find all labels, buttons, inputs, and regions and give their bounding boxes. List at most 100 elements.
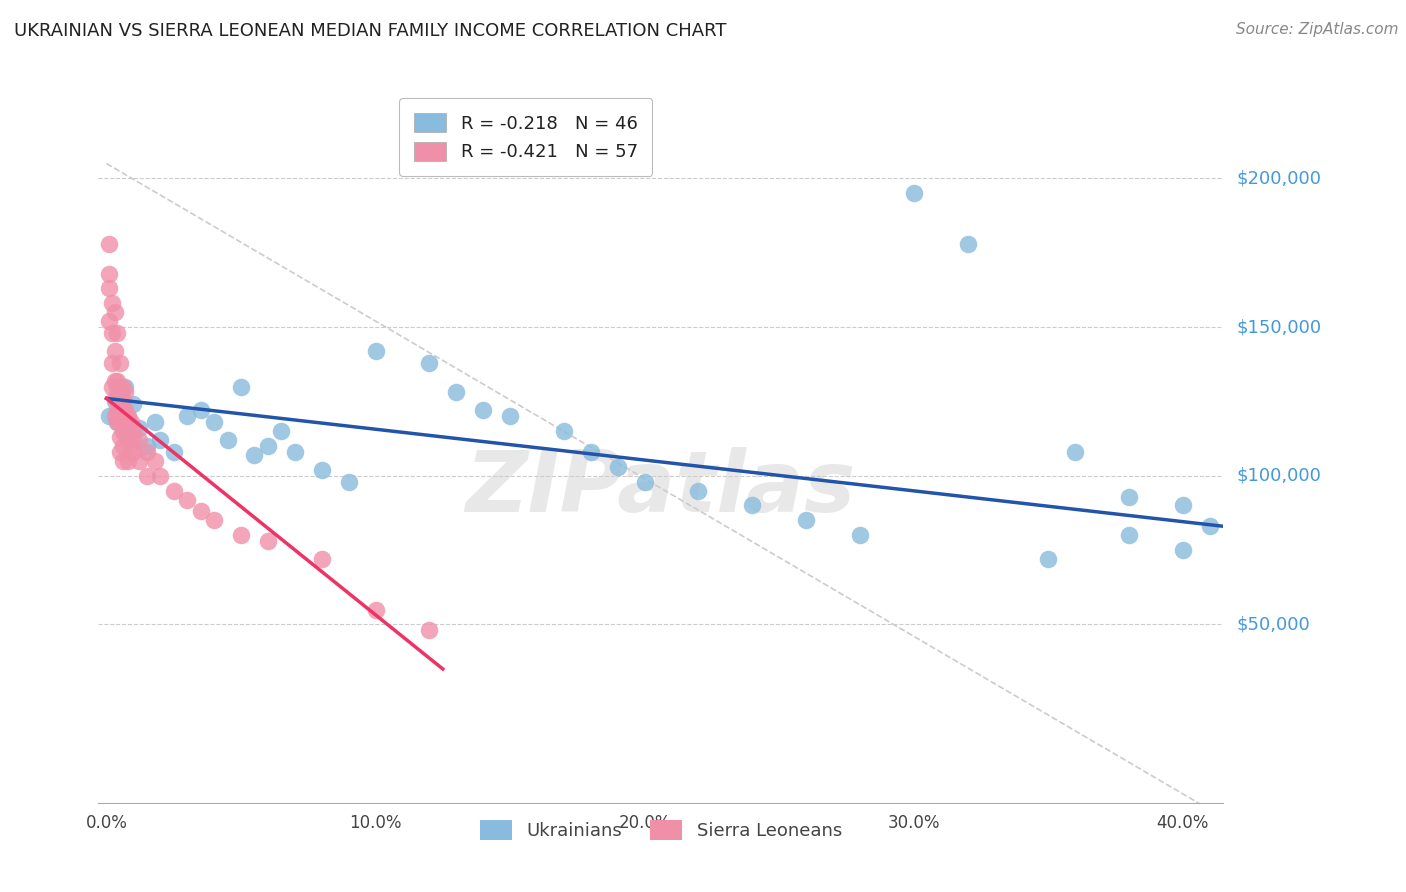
Point	[190, 504, 212, 518]
Point	[105, 326, 128, 340]
Point	[101, 326, 124, 340]
Point	[149, 468, 172, 483]
Point	[108, 388, 131, 402]
Point	[98, 314, 121, 328]
Point	[257, 534, 280, 549]
Point	[1118, 528, 1140, 542]
Point	[105, 374, 128, 388]
Point	[108, 430, 131, 444]
Point	[229, 528, 252, 542]
Point	[794, 513, 817, 527]
Point	[101, 296, 124, 310]
Point	[149, 433, 172, 447]
Point	[243, 448, 266, 462]
Point	[111, 401, 134, 415]
Point	[472, 403, 495, 417]
Point	[1171, 499, 1194, 513]
Point	[143, 415, 166, 429]
Point	[143, 454, 166, 468]
Point	[135, 468, 157, 483]
Point	[103, 343, 125, 358]
Point	[117, 433, 139, 447]
Point	[741, 499, 763, 513]
Point	[122, 430, 145, 444]
Point	[114, 403, 136, 417]
Point	[122, 397, 145, 411]
Text: Source: ZipAtlas.com: Source: ZipAtlas.com	[1236, 22, 1399, 37]
Point	[108, 415, 131, 429]
Point	[114, 424, 136, 438]
Point	[98, 409, 121, 424]
Point	[446, 385, 468, 400]
Point	[1198, 519, 1220, 533]
Point	[217, 433, 239, 447]
Point	[108, 356, 131, 370]
Point	[190, 403, 212, 417]
Point	[634, 475, 657, 489]
Point	[202, 513, 225, 527]
Point	[606, 459, 628, 474]
Point	[1038, 552, 1060, 566]
Point	[101, 379, 124, 393]
Point	[128, 454, 150, 468]
Point	[257, 439, 280, 453]
Point	[553, 424, 575, 438]
Point	[311, 463, 333, 477]
Point	[111, 439, 134, 453]
Text: ZIPatlas: ZIPatlas	[465, 447, 856, 531]
Point	[108, 385, 131, 400]
Point	[105, 415, 128, 429]
Point	[418, 356, 440, 370]
Point	[163, 445, 186, 459]
Point	[1118, 490, 1140, 504]
Point	[163, 483, 186, 498]
Point	[111, 454, 134, 468]
Point	[120, 415, 142, 429]
Point	[117, 454, 139, 468]
Point	[108, 403, 131, 417]
Point	[903, 186, 925, 201]
Point	[101, 356, 124, 370]
Point	[1064, 445, 1087, 459]
Point	[111, 394, 134, 409]
Point	[111, 409, 134, 424]
Point	[122, 424, 145, 438]
Point	[956, 236, 979, 251]
Point	[135, 445, 157, 459]
Point	[579, 445, 602, 459]
Point	[311, 552, 333, 566]
Point	[270, 424, 292, 438]
Point	[108, 403, 131, 417]
Point	[1171, 543, 1194, 558]
Point	[114, 379, 136, 393]
Point	[117, 409, 139, 424]
Point	[111, 424, 134, 438]
Point	[117, 415, 139, 429]
Point	[103, 374, 125, 388]
Point	[499, 409, 522, 424]
Point	[114, 385, 136, 400]
Text: UKRAINIAN VS SIERRA LEONEAN MEDIAN FAMILY INCOME CORRELATION CHART: UKRAINIAN VS SIERRA LEONEAN MEDIAN FAMIL…	[14, 22, 727, 40]
Point	[98, 267, 121, 281]
Point	[103, 409, 125, 424]
Point	[128, 421, 150, 435]
Point	[364, 602, 387, 616]
Point	[120, 439, 142, 453]
Point	[176, 492, 198, 507]
Point	[849, 528, 872, 542]
Point	[105, 379, 128, 393]
Point	[103, 394, 125, 409]
Point	[135, 439, 157, 453]
Point	[111, 379, 134, 393]
Point	[128, 433, 150, 447]
Point	[688, 483, 710, 498]
Point	[364, 343, 387, 358]
Text: $200,000: $200,000	[1237, 169, 1322, 187]
Point	[105, 403, 128, 417]
Point	[103, 305, 125, 319]
Point	[98, 236, 121, 251]
Point	[108, 445, 131, 459]
Point	[418, 624, 440, 638]
Point	[229, 379, 252, 393]
Legend: Ukrainians, Sierra Leoneans: Ukrainians, Sierra Leoneans	[465, 805, 856, 855]
